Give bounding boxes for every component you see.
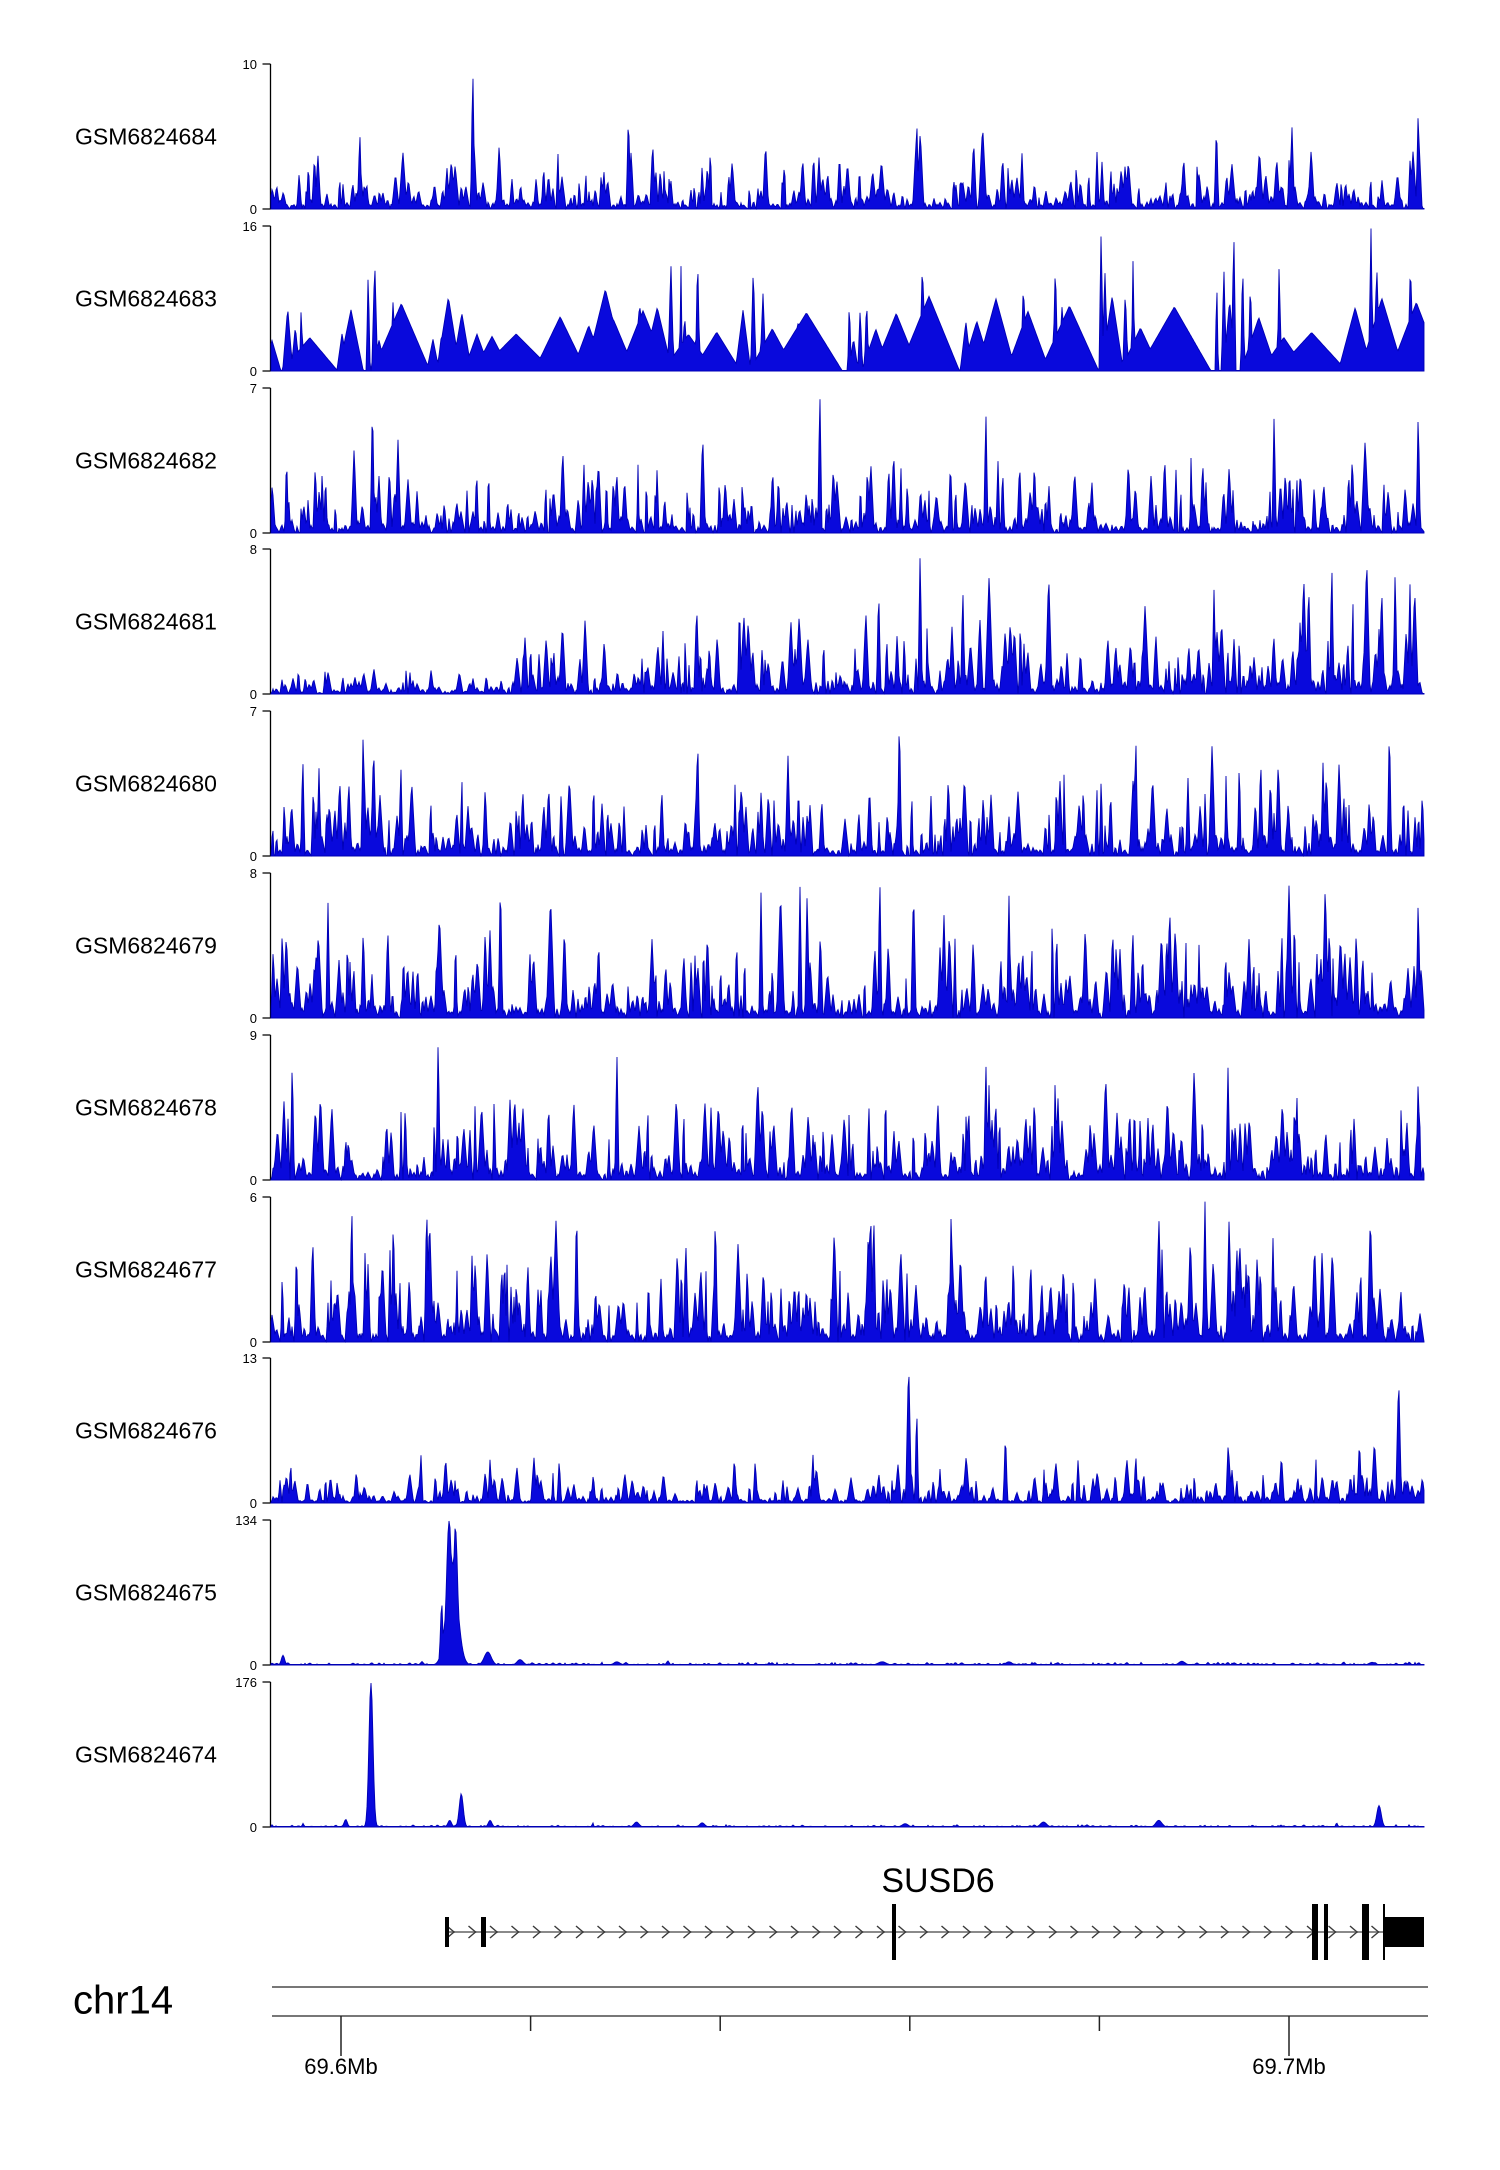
signal-area — [262, 1034, 1425, 1181]
track-label: GSM6824681 — [75, 608, 217, 634]
y-max-tick-label: 13 — [242, 1351, 257, 1367]
signal-area — [262, 1357, 1425, 1504]
signal-area — [262, 710, 1425, 857]
y-max-tick-label: 8 — [249, 866, 257, 882]
track-label: GSM6824682 — [75, 447, 217, 473]
y-zero-tick-label: 0 — [249, 1335, 257, 1351]
y-max-tick-label: 10 — [242, 57, 257, 73]
genome-axis — [272, 1986, 1428, 2056]
y-max-tick-label: 16 — [242, 219, 257, 235]
y-max-tick-label: 176 — [235, 1675, 257, 1691]
chromosome-label: chr14 — [73, 1978, 174, 2023]
track-label: GSM6824674 — [75, 1741, 217, 1767]
signal-area — [262, 63, 1425, 210]
y-zero-tick-label: 0 — [249, 1173, 257, 1189]
y-max-tick-label: 134 — [235, 1513, 257, 1529]
y-zero-tick-label: 0 — [249, 687, 257, 703]
y-max-tick-label: 7 — [249, 704, 257, 720]
track-label: GSM6824679 — [75, 932, 217, 958]
y-max-tick-label: 9 — [249, 1028, 257, 1044]
y-zero-tick-label: 0 — [249, 1658, 257, 1674]
signal-area — [262, 225, 1425, 372]
y-zero-tick-label: 0 — [249, 1496, 257, 1512]
y-zero-tick-label: 0 — [249, 1820, 257, 1836]
y-max-tick-label: 6 — [249, 1190, 257, 1206]
y-zero-tick-label: 0 — [249, 849, 257, 865]
track-label: GSM6824677 — [75, 1256, 217, 1282]
signal-area — [262, 1681, 1425, 1828]
gene-name-label: SUSD6 — [881, 1862, 995, 1900]
y-max-tick-label: 7 — [249, 381, 257, 397]
y-zero-tick-label: 0 — [249, 202, 257, 218]
y-zero-tick-label: 0 — [249, 364, 257, 380]
track-label: GSM6824676 — [75, 1417, 217, 1443]
signal-area — [262, 387, 1425, 534]
y-zero-tick-label: 0 — [249, 1011, 257, 1027]
signal-area — [262, 548, 1425, 695]
track-label: GSM6824678 — [75, 1094, 217, 1120]
signal-area — [262, 1196, 1425, 1343]
track-label: GSM6824684 — [75, 123, 217, 149]
y-max-tick-label: 8 — [249, 542, 257, 558]
axis-tick-label-left: 69.6Mb — [304, 2054, 378, 2079]
gene-model-track — [445, 1904, 1424, 1960]
track-label: GSM6824680 — [75, 770, 217, 796]
y-zero-tick-label: 0 — [249, 526, 257, 542]
axis-tick-label-right: 69.7Mb — [1252, 2054, 1326, 2079]
signal-area — [262, 872, 1425, 1019]
track-label: GSM6824683 — [75, 285, 217, 311]
track-label: GSM6824675 — [75, 1579, 217, 1605]
signal-area — [262, 1519, 1425, 1666]
